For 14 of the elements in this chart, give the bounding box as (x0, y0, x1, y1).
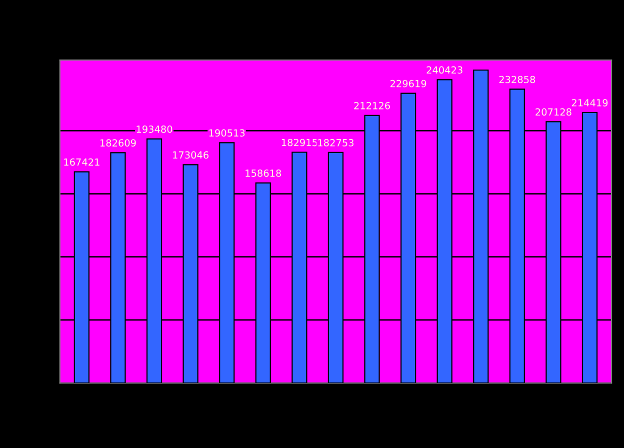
data-label: 182609 (100, 139, 136, 147)
data-label: 158618 (246, 170, 282, 177)
data-label: 212126 (354, 102, 390, 110)
data-label: 240423 (426, 66, 462, 74)
data-label: 190513 (209, 129, 245, 137)
data-label: 182915 (282, 138, 318, 146)
data-label: 214419 (572, 99, 608, 106)
data-label: 167421 (64, 158, 100, 166)
data-label: 193480 (136, 126, 172, 133)
data-label: 232858 (499, 76, 536, 84)
data-label: 207128 (536, 108, 572, 116)
data-label: 229619 (390, 80, 426, 88)
data-label: 173046 (173, 151, 208, 159)
data-label: 182753 (318, 139, 354, 146)
